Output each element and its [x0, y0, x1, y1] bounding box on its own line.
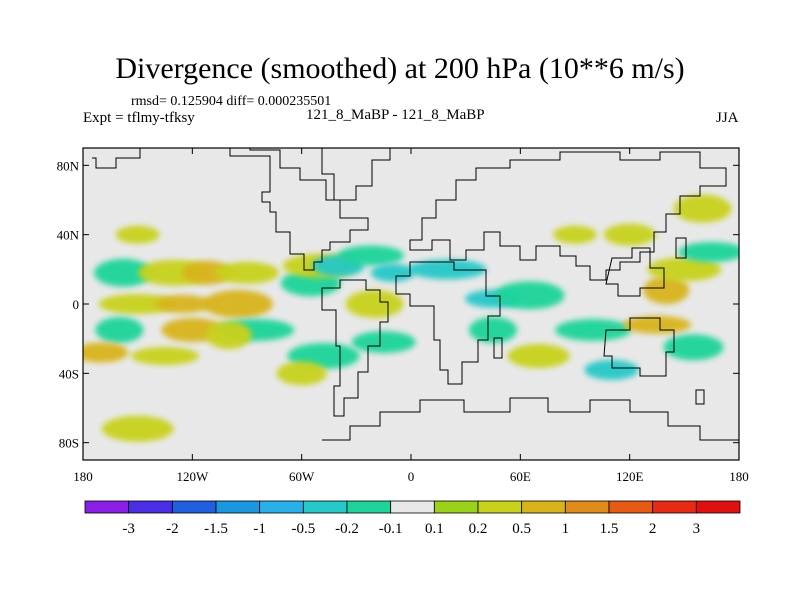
x-tick-label: 60W — [289, 469, 315, 484]
field-patch — [115, 225, 160, 244]
field-patch — [603, 223, 656, 246]
colorbar-label: -0.2 — [335, 521, 359, 537]
coastline-north-america — [229, 148, 369, 271]
field-patch — [584, 359, 639, 380]
field-patch — [663, 334, 724, 361]
coastline-australia — [603, 317, 675, 377]
x-tick-label: 120E — [616, 469, 644, 484]
field-patch — [647, 257, 722, 282]
colorbar-swatch — [128, 500, 173, 514]
y-tick-label: 40S — [59, 366, 79, 381]
field-patch — [623, 315, 691, 334]
colorbar-swatch — [215, 500, 261, 514]
colorbar-swatch — [84, 500, 130, 514]
chart-title: Divergence (smoothed) at 200 hPa (10**6 … — [115, 52, 685, 85]
colorbar-label: 2 — [649, 521, 657, 537]
field-patch — [215, 261, 279, 284]
coastline-antarctica — [322, 397, 739, 441]
colorbar-swatch — [302, 500, 348, 514]
coastline-south-america — [321, 279, 389, 417]
coastline-madagascar — [493, 337, 503, 359]
colorbar-swatch — [346, 500, 392, 514]
coastline-greenland — [321, 148, 391, 201]
colorbar-label: -2 — [166, 521, 179, 537]
field-patch — [276, 361, 327, 386]
colorbar-swatch — [171, 500, 217, 514]
x-tick-label: 120W — [176, 469, 209, 484]
y-tick-label: 80N — [57, 158, 80, 173]
coastline-southeast-asia — [605, 247, 665, 297]
field-patch — [94, 258, 153, 287]
colorbar-swatch — [521, 500, 566, 514]
y-tick-label: 80S — [59, 436, 79, 451]
x-tick-label: 60E — [510, 469, 531, 484]
y-tick-label: 0 — [73, 297, 80, 312]
colorbar-label: -3 — [122, 521, 135, 537]
colorbar-label: -1.5 — [204, 521, 228, 537]
colorbar-swatch — [564, 500, 610, 514]
coastline-africa — [395, 261, 501, 385]
colorbar-swatch — [259, 500, 304, 514]
field-patch — [553, 225, 597, 244]
field-patch — [370, 263, 415, 282]
colorbar-swatch — [608, 500, 654, 514]
field-patch — [408, 259, 487, 280]
colorbar-label: 0.2 — [469, 521, 488, 537]
field-patch — [202, 290, 273, 318]
field-patch — [131, 347, 199, 365]
colorbar-label: -0.1 — [379, 521, 403, 537]
field-patch — [337, 245, 404, 266]
colorbar-label: 1.5 — [600, 521, 619, 537]
season-label: JJA — [716, 110, 739, 126]
field-patch — [673, 194, 732, 223]
colorbar-swatch — [652, 500, 697, 514]
colorbar-label: 0.1 — [425, 521, 444, 537]
colorbar-label: 0.5 — [512, 521, 531, 537]
colorbar-swatch — [695, 500, 741, 514]
x-tick-label: 0 — [408, 469, 415, 484]
rmsd-diff-stats: rmsd= 0.125904 diff= 0.000235501 — [131, 94, 332, 109]
colorbar-label: -1 — [253, 521, 266, 537]
colorbar-swatch — [390, 500, 435, 514]
colorbar-label: 1 — [562, 521, 570, 537]
coastline-alaska — [92, 148, 141, 169]
experiment-label: Expt = tflmy-tfksy — [83, 110, 195, 126]
coastline-new-zealand — [695, 389, 705, 405]
y-tick-label: 40N — [57, 228, 80, 243]
field-patch — [95, 317, 144, 343]
colorbar-label: 3 — [693, 521, 701, 537]
field-patch — [155, 295, 212, 313]
case-names: 121_8_MaBP - 121_8_MaBP — [306, 107, 485, 123]
field-patch — [83, 342, 129, 363]
field-patch — [678, 242, 739, 262]
field-patch — [643, 276, 690, 305]
field-patch — [351, 331, 416, 354]
field-patch — [494, 281, 565, 310]
field-patch — [101, 415, 174, 442]
field-patch — [181, 260, 232, 285]
field-patch — [98, 294, 177, 314]
coastline-japan — [675, 237, 687, 259]
x-tick-label: 180 — [729, 469, 749, 484]
field-patch — [469, 317, 517, 343]
colorbar-label: -0.5 — [291, 521, 315, 537]
coastline-eurasia — [409, 151, 727, 281]
colorbar-swatch — [433, 500, 479, 514]
field-patch — [345, 290, 404, 318]
field-patch — [555, 319, 632, 341]
field-patch — [205, 321, 252, 350]
x-tick-label: 180 — [73, 469, 93, 484]
field-patch — [507, 344, 570, 368]
colorbar-swatch — [477, 500, 523, 514]
